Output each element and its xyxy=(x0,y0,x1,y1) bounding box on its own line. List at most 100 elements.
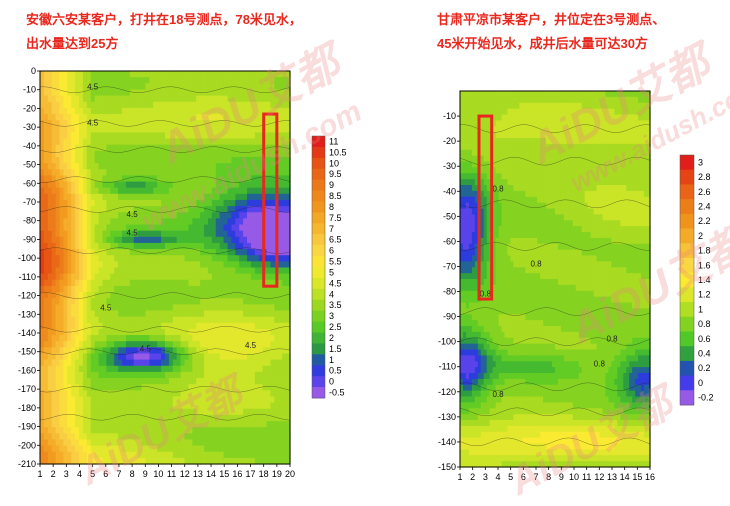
field-cell xyxy=(220,390,225,397)
field-cell xyxy=(126,439,131,446)
field-cell xyxy=(130,304,135,311)
colorbar-swatch xyxy=(312,180,325,191)
field-cell xyxy=(56,366,61,373)
field-cell xyxy=(224,280,229,287)
field-cell xyxy=(126,139,131,146)
field-cell xyxy=(110,163,115,170)
field-cell xyxy=(110,249,115,256)
field-cell xyxy=(267,261,272,268)
field-cell xyxy=(282,77,287,84)
field-cell xyxy=(142,71,147,78)
field-cell xyxy=(48,353,53,360)
field-cell xyxy=(122,329,127,336)
field-cell xyxy=(212,390,217,397)
field-cell xyxy=(192,280,197,287)
field-cell xyxy=(188,249,193,256)
field-cell xyxy=(40,126,45,133)
field-cell xyxy=(48,200,53,207)
field-cell xyxy=(48,249,53,256)
field-cell xyxy=(138,96,143,103)
field-cell xyxy=(239,102,244,109)
field-cell xyxy=(103,261,108,268)
field-cell xyxy=(224,212,229,219)
field-cell xyxy=(177,433,182,440)
field-cell xyxy=(79,212,84,219)
field-cell xyxy=(87,102,92,109)
field-cell xyxy=(169,304,174,311)
field-cell xyxy=(212,274,217,281)
field-cell xyxy=(228,243,233,250)
field-cell xyxy=(188,212,193,219)
field-cell xyxy=(192,71,197,78)
field-cell xyxy=(224,396,229,403)
colorbar-tick-label: 6.5 xyxy=(329,235,342,245)
field-cell xyxy=(196,225,201,232)
field-cell xyxy=(220,206,225,213)
field-cell xyxy=(130,71,135,78)
field-cell xyxy=(44,126,49,133)
field-cell xyxy=(270,304,275,311)
field-cell xyxy=(87,403,92,410)
field-cell xyxy=(52,139,57,146)
field-cell xyxy=(204,366,209,373)
field-cell xyxy=(228,317,233,324)
field-cell xyxy=(188,433,193,440)
field-cell xyxy=(67,225,72,232)
field-cell xyxy=(142,433,147,440)
field-cell xyxy=(134,446,139,453)
field-cell xyxy=(63,304,68,311)
colorbar-swatch xyxy=(312,333,325,344)
field-cell xyxy=(216,372,221,379)
field-cell xyxy=(157,139,162,146)
field-cell xyxy=(153,188,158,195)
field-cell xyxy=(161,439,166,446)
field-cell xyxy=(63,323,68,330)
field-cell xyxy=(79,396,84,403)
x-tick-label: 2 xyxy=(51,469,56,479)
field-cell xyxy=(224,409,229,416)
field-cell xyxy=(220,384,225,391)
field-cell xyxy=(173,114,178,121)
field-cell xyxy=(220,96,225,103)
field-cell xyxy=(173,384,178,391)
field-cell xyxy=(52,114,57,121)
colorbar-swatch xyxy=(312,354,325,365)
field-cell xyxy=(79,292,84,299)
field-cell xyxy=(177,77,182,84)
field-cell xyxy=(263,384,268,391)
field-cell xyxy=(52,96,57,103)
field-cell xyxy=(224,237,229,244)
field-cell xyxy=(52,372,57,379)
field-cell xyxy=(181,261,186,268)
field-cell xyxy=(91,261,96,268)
field-cell xyxy=(259,353,264,360)
field-cell xyxy=(83,427,88,434)
field-cell xyxy=(79,366,84,373)
field-cell xyxy=(48,304,53,311)
field-cell xyxy=(212,151,217,158)
field-cell xyxy=(216,145,221,152)
field-cell xyxy=(67,286,72,293)
field-cell xyxy=(169,157,174,164)
field-cell xyxy=(196,255,201,262)
field-cell xyxy=(192,194,197,201)
field-cell xyxy=(126,200,131,207)
field-cell xyxy=(173,139,178,146)
field-cell xyxy=(235,439,240,446)
field-cell xyxy=(267,317,272,324)
field-cell xyxy=(220,347,225,354)
field-cell xyxy=(278,188,283,195)
field-cell xyxy=(130,403,135,410)
field-cell xyxy=(134,194,139,201)
field-cell xyxy=(177,231,182,238)
field-cell xyxy=(177,421,182,428)
field-cell xyxy=(63,396,68,403)
field-cell xyxy=(52,421,57,428)
field-cell xyxy=(165,304,170,311)
field-cell xyxy=(126,83,131,90)
field-cell xyxy=(216,169,221,176)
field-cell xyxy=(255,157,260,164)
field-cell xyxy=(216,298,221,305)
field-cell xyxy=(126,102,131,109)
field-cell xyxy=(40,194,45,201)
